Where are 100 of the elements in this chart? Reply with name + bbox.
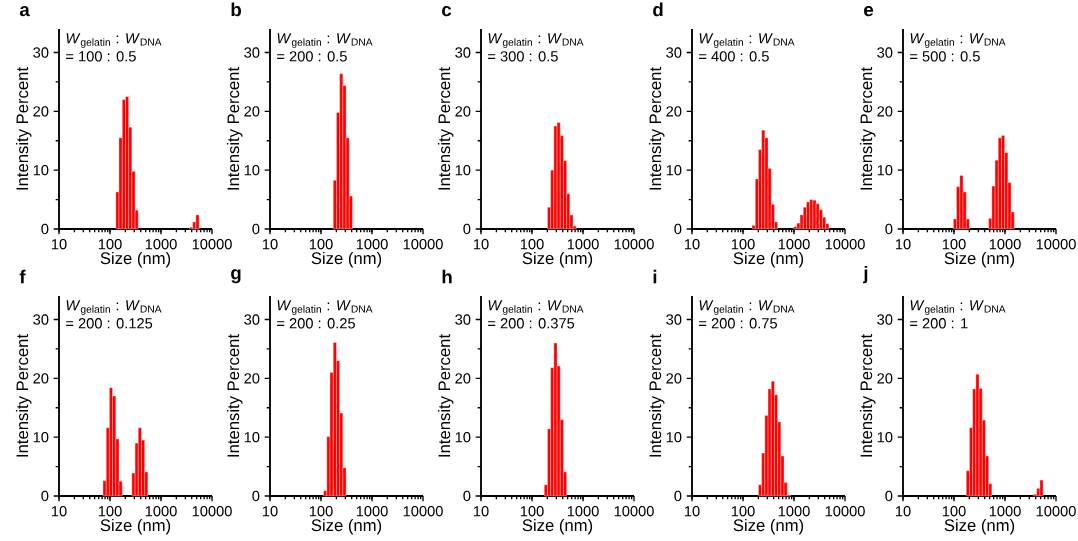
x-tick-label: 1000: [567, 239, 599, 250]
y-tick-label: 20: [666, 106, 682, 117]
y-tick-label: 10: [33, 431, 49, 443]
x-tick-label: 1000: [145, 239, 177, 250]
y-tick-label: 20: [666, 373, 682, 384]
y-axis-title: Intensity Percent: [859, 67, 876, 190]
y-tick-label: 30: [877, 47, 893, 58]
chart-title: g: [231, 269, 241, 284]
y-tick-label: 20: [244, 106, 260, 117]
annotation: = 400 : 0.5: [699, 51, 769, 62]
y-tick-label: 20: [877, 106, 893, 117]
x-tick-label: 100: [942, 506, 966, 517]
x-tick-label: 1000: [989, 506, 1021, 517]
x-tick-label: 1000: [145, 506, 177, 517]
y-tick-label: 10: [877, 164, 893, 176]
y-tick-label: 10: [455, 431, 471, 443]
x-axis-title: Size (nm): [311, 251, 382, 268]
x-tick-label: 10: [262, 239, 278, 250]
x-tick-label: 10000: [1036, 239, 1076, 250]
chart-title: b: [231, 2, 241, 17]
x-tick-label: 10: [473, 506, 489, 517]
x-tick-label: 10000: [1036, 506, 1076, 517]
annotation: W$_{gelatin}$ : W$_{DNA}$: [488, 33, 584, 48]
annotation: = 200 : 0.375: [488, 318, 575, 329]
x-tick-label: 100: [309, 506, 333, 517]
annotation: W$_{gelatin}$ : W$_{DNA}$: [277, 33, 373, 48]
chart-title: d: [653, 2, 663, 17]
y-tick-label: 10: [877, 431, 893, 443]
chart-title: f: [19, 269, 26, 284]
x-tick-label: 100: [520, 506, 544, 517]
y-axis-title: Intensity Percent: [648, 334, 665, 457]
y-tick-label: 0: [885, 223, 893, 235]
annotation: W$_{gelatin}$ : W$_{DNA}$: [66, 33, 162, 48]
x-tick-label: 1000: [356, 239, 388, 250]
x-axis-title: Size (nm): [944, 518, 1015, 535]
x-axis-title: Size (nm): [522, 251, 593, 268]
y-axis-title: Intensity Percent: [437, 67, 454, 190]
x-tick-label: 10000: [192, 239, 232, 250]
annotation: W$_{gelatin}$ : W$_{DNA}$: [699, 33, 795, 48]
y-tick-label: 10: [455, 164, 471, 176]
chart-title: i: [653, 269, 657, 284]
annotation: = 200 : 0.5: [277, 51, 347, 62]
x-tick-label: 1000: [778, 506, 810, 517]
y-axis-title: Intensity Percent: [437, 334, 454, 457]
x-tick-label: 1000: [778, 239, 810, 250]
annotation: W$_{gelatin}$ : W$_{DNA}$: [66, 300, 162, 315]
x-tick-label: 10000: [403, 506, 443, 517]
x-axis-title: Size (nm): [733, 251, 804, 268]
y-tick-label: 20: [455, 106, 471, 117]
y-axis-title: Intensity Percent: [226, 67, 243, 190]
y-tick-label: 30: [877, 314, 893, 325]
y-axis-title: Intensity Percent: [15, 67, 32, 190]
y-axis-title: Intensity Percent: [859, 334, 876, 457]
annotation: W$_{gelatin}$ : W$_{DNA}$: [699, 300, 795, 315]
y-tick-label: 0: [252, 490, 260, 502]
y-tick-label: 20: [33, 106, 49, 117]
x-tick-label: 100: [942, 239, 966, 250]
annotation: = 200 : 0.75: [699, 318, 777, 329]
x-tick-label: 10: [262, 506, 278, 517]
chart-title: c: [442, 6, 452, 17]
y-tick-label: 0: [252, 223, 260, 235]
annotation: = 100 : 0.5: [66, 51, 136, 62]
x-tick-label: 10000: [192, 506, 232, 517]
annotation: = 500 : 0.5: [910, 51, 980, 62]
x-tick-label: 10000: [403, 239, 443, 250]
x-tick-label: 10000: [614, 239, 654, 250]
x-tick-label: 10: [684, 506, 700, 517]
x-axis-title: Size (nm): [100, 518, 171, 535]
x-tick-label: 100: [520, 239, 544, 250]
y-tick-label: 30: [455, 47, 471, 58]
y-tick-label: 10: [33, 164, 49, 176]
y-tick-label: 10: [244, 164, 260, 176]
y-tick-label: 0: [41, 490, 49, 502]
x-tick-label: 10: [684, 239, 700, 250]
annotation: = 300 : 0.5: [488, 51, 558, 62]
y-tick-label: 0: [674, 490, 682, 502]
chart-title: a: [19, 6, 30, 17]
annotation: = 200 : 0.125: [66, 318, 153, 329]
y-tick-label: 10: [666, 164, 682, 176]
y-tick-label: 0: [463, 490, 471, 502]
y-tick-label: 0: [463, 223, 471, 235]
x-tick-label: 100: [98, 239, 122, 250]
x-tick-label: 100: [731, 239, 755, 250]
x-tick-label: 10: [895, 239, 911, 250]
x-tick-label: 10000: [614, 506, 654, 517]
x-axis-title: Size (nm): [100, 251, 171, 268]
y-tick-label: 0: [674, 223, 682, 235]
chart-title: h: [442, 269, 452, 284]
y-tick-label: 30: [33, 314, 49, 325]
y-tick-label: 20: [877, 373, 893, 384]
x-axis-title: Size (nm): [311, 518, 382, 535]
x-tick-label: 1000: [989, 239, 1021, 250]
y-tick-label: 0: [885, 490, 893, 502]
x-tick-label: 10: [895, 506, 911, 517]
y-axis-title: Intensity Percent: [648, 67, 665, 190]
y-tick-label: 10: [244, 431, 260, 443]
x-tick-label: 100: [731, 506, 755, 517]
annotation: W$_{gelatin}$ : W$_{DNA}$: [277, 300, 373, 315]
annotation: W$_{gelatin}$ : W$_{DNA}$: [488, 300, 584, 315]
x-axis-title: Size (nm): [944, 251, 1015, 268]
